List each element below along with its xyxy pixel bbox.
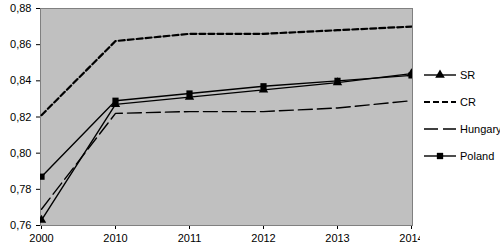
svg-text:2010: 2010	[103, 232, 127, 244]
svg-text:0,76: 0,76	[10, 219, 31, 231]
svg-text:SR: SR	[460, 69, 475, 81]
svg-text:2011: 2011	[178, 232, 202, 244]
svg-text:0,80: 0,80	[10, 147, 31, 159]
svg-text:Hungary: Hungary	[460, 123, 500, 135]
svg-text:Poland: Poland	[460, 150, 494, 162]
svg-text:2013: 2013	[325, 232, 349, 244]
svg-text:0,86: 0,86	[10, 38, 31, 50]
svg-text:CR: CR	[460, 96, 476, 108]
svg-text:0,82: 0,82	[10, 111, 31, 123]
svg-text:2012: 2012	[251, 232, 275, 244]
svg-text:2014: 2014	[399, 232, 420, 244]
svg-text:0,78: 0,78	[10, 183, 31, 195]
svg-text:0,84: 0,84	[10, 74, 31, 86]
svg-text:0,88: 0,88	[10, 2, 31, 14]
svg-text:2000: 2000	[29, 232, 53, 244]
